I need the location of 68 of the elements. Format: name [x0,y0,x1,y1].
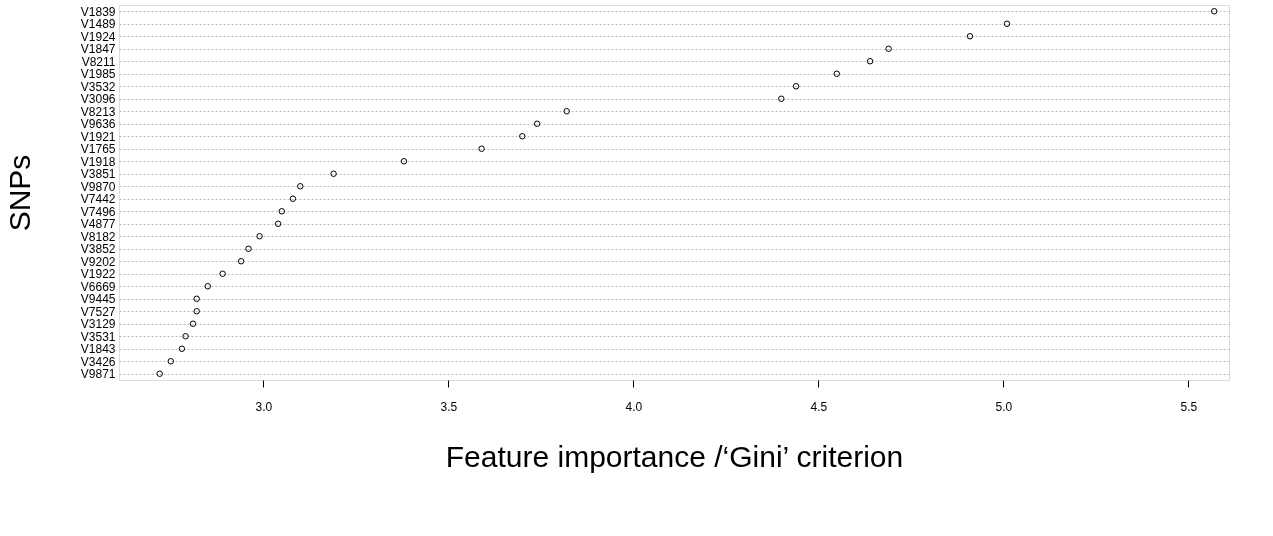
y-tick-label: V1847 [80,42,116,57]
point [866,58,874,65]
y-tick-label: V1843 [80,342,116,357]
y-tick-label: V1489 [80,17,116,32]
point [189,320,197,327]
x-axis-title: Feature importance /‘Gini’ criterion [445,439,904,473]
point [792,83,800,90]
y-tick-label: V9202 [80,254,116,269]
point [219,270,226,277]
point [204,283,212,290]
x-tick-label: 4.0 [625,399,643,414]
y-tick-label: V8211 [81,54,116,69]
point [478,145,485,152]
point [833,70,841,77]
y-tick-label: V9636 [80,117,116,132]
point [966,33,974,40]
point [167,358,175,365]
y-tick-label: V3129 [80,317,116,332]
point [289,195,297,202]
x-tick-label: 5.5 [1180,399,1198,414]
point [245,245,252,252]
point [400,158,408,165]
point [885,45,892,52]
point [533,120,541,127]
point [193,295,200,302]
y-tick-label: V8213 [80,104,116,119]
point [237,258,245,265]
y-tick-label: V1918 [80,154,116,169]
point [182,333,189,340]
y-tick-label: V1985 [80,67,116,82]
point [297,183,304,190]
y-tick-label: V7496 [80,204,116,219]
y-tick-label: V7442 [80,192,116,207]
point [274,220,282,227]
y-tick-label: V9870 [80,179,116,194]
y-tick-label: V1765 [80,142,116,157]
y-tick-label: V3096 [80,92,116,107]
point [330,170,337,177]
point [178,345,186,352]
point [156,370,163,377]
point [1003,20,1011,27]
x-tick-label: 4.5 [810,399,828,414]
point [256,233,263,240]
point [278,208,286,215]
point [193,308,200,315]
point [1210,8,1218,15]
y-tick-label: V3531 [80,329,116,344]
y-tick-label: V1839 [80,4,116,19]
y-tick-label: V7527 [80,304,116,319]
y-tick-label: V4877 [80,217,116,232]
x-tick-label: 3.5 [440,399,458,414]
x-tick-label: 5.0 [995,399,1013,414]
y-tick-label: V9445 [80,292,116,307]
point [519,133,526,140]
x-tick-label: 3.0 [255,399,273,414]
y-tick-label: V3852 [80,242,116,257]
y-tick-label: V3532 [80,79,116,94]
y-axis-title: SNPs [2,154,36,232]
point [778,95,785,102]
y-tick-label: V3851 [80,167,116,182]
y-tick-label: V1921 [80,129,116,144]
y-tick-label: V6669 [80,279,116,294]
y-tick-label: V1922 [80,267,116,282]
point [563,108,570,115]
y-tick-label: V3426 [80,354,116,369]
y-tick-label: V9871 [80,367,116,382]
y-tick-label: V8182 [80,229,116,244]
y-tick-label: V1924 [80,29,116,44]
